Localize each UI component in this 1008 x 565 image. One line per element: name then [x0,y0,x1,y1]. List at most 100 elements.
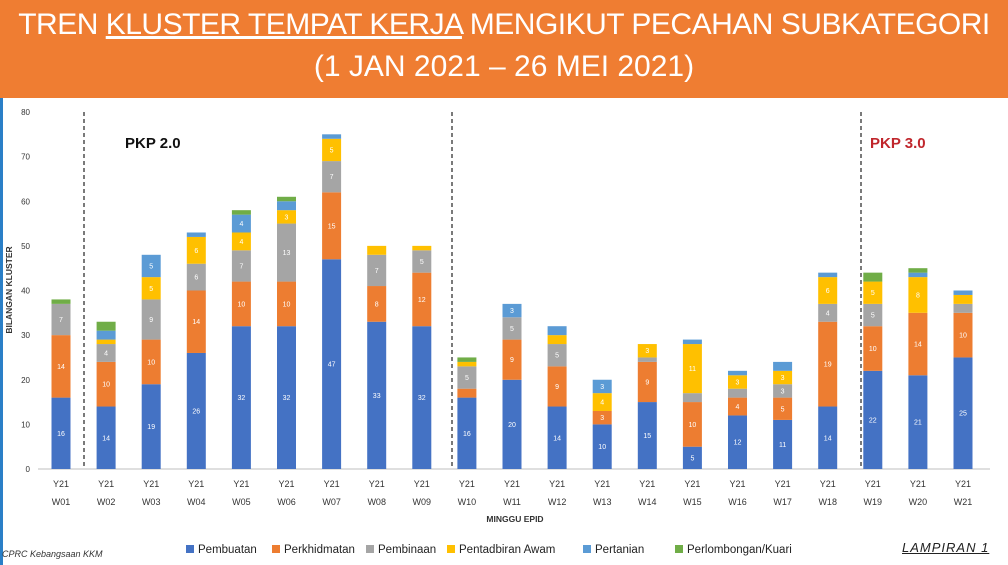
legend-swatch [366,545,374,553]
bar-segment [367,245,387,255]
legend-label: Pentadbiran Awam [459,544,555,556]
data-label: 9 [555,384,559,391]
bar-segment [547,406,567,469]
x-tick-label: Y21 [504,479,520,489]
data-label: 10 [598,444,606,451]
data-label: 15 [643,433,651,440]
bar-segment [953,312,973,358]
data-label: 7 [375,268,379,275]
bar-segment [908,312,928,376]
data-label: 10 [147,359,155,366]
data-label: 14 [553,435,561,442]
bar-segment [231,250,251,282]
legend-swatch [675,545,683,553]
legend-swatch [583,545,591,553]
bar-segment [412,326,432,469]
bar-segment [773,384,793,398]
x-tick-label: Y21 [729,479,745,489]
bar-segment [231,326,251,469]
x-tick-label: Y21 [53,479,69,489]
data-label: 5 [781,406,785,413]
data-label: 11 [689,366,696,373]
bar-segment [818,406,838,469]
bar-segment [592,410,612,425]
data-label: 6 [194,248,198,255]
bar-segment [51,335,71,398]
legend-label: Perlombongan/Kuari [687,544,792,556]
bar-segment [367,254,387,287]
data-label: 16 [57,431,65,438]
data-label: 4 [239,239,243,246]
bar-segment [637,344,657,358]
bar-segment [953,357,973,469]
bar-segment [412,250,432,273]
data-label: 5 [690,455,694,462]
bar-segment [863,281,883,304]
x-tick-label: W10 [458,497,477,507]
bar-segment [96,321,116,331]
data-label: 5 [420,259,424,266]
bar-segment [547,326,567,336]
bar-segment [818,303,838,322]
x-tick-label: W17 [773,497,792,507]
x-tick-label: Y21 [684,479,700,489]
x-tick-label: Y21 [233,479,249,489]
data-label: 3 [781,375,785,382]
data-label: 3 [736,379,740,386]
stacked-bar-chart: 0 10 20 30 40 50 60 70 80 BILANGAN KLUSTER 16 14 7 Y2… [4,108,990,556]
annotation-pkp-3: PKP 3.0 [870,135,926,152]
y-tick-label: 0 [26,465,31,474]
x-tick-label: W20 [909,497,928,507]
data-label: 5 [149,263,153,270]
bar-segment [457,357,477,362]
bar-segment [231,281,251,327]
data-label: 6 [826,288,830,295]
bar-segment [96,330,116,340]
bar-segment [51,299,71,304]
bar-segment [322,138,342,162]
data-label: 5 [510,326,514,333]
data-label: 4 [826,310,830,317]
bar-segment [231,210,251,215]
bar-segment [908,272,928,278]
data-label: 16 [463,431,471,438]
data-label: 14 [192,319,200,326]
x-tick-label: W16 [728,497,747,507]
bar-segment [502,317,522,340]
bar-segment [277,223,296,282]
bar-segment [502,303,522,318]
data-label: 12 [734,440,742,447]
data-label: 19 [147,424,155,431]
data-label: 22 [869,417,877,424]
x-tick-label: W18 [818,497,837,507]
bar-segment [457,366,477,389]
x-tick-label: W12 [548,497,567,507]
legend-swatch [447,545,455,553]
bar-segment [728,388,747,398]
data-label: 4 [104,350,108,357]
data-label: 3 [285,214,289,221]
bar-segment [322,192,342,260]
data-label: 32 [238,395,246,402]
bar-segment [457,397,477,469]
x-tick-label: W07 [322,497,341,507]
bar-segment [953,294,973,304]
legend-label: Pertanian [595,544,644,556]
bar-segment [773,397,793,420]
x-tick-label: Y21 [594,479,610,489]
x-tick-label: Y21 [143,479,159,489]
x-tick-label: W01 [52,497,71,507]
bar-segment [592,379,612,394]
data-label: 5 [871,313,875,320]
bar-segment [96,406,116,469]
source-note: CPRC Kebangsaan KKM [2,549,103,559]
x-tick-label: Y21 [414,479,430,489]
bar-segment [818,277,838,304]
data-label: 14 [824,435,832,442]
legend-swatch [186,545,194,553]
data-label: 10 [869,346,877,353]
data-label: 4 [600,400,604,407]
data-label: 26 [192,408,200,415]
bar-segment [547,366,567,407]
bar-segment [502,379,522,469]
